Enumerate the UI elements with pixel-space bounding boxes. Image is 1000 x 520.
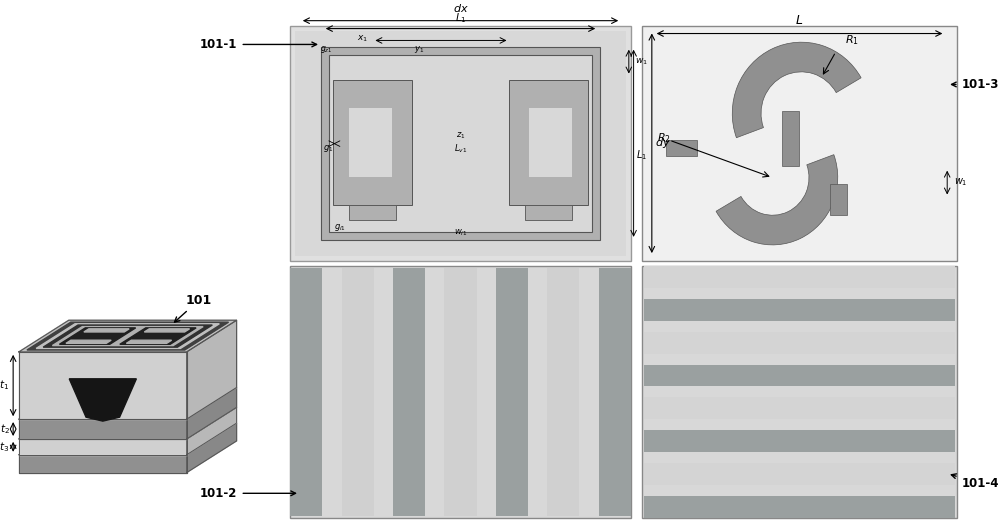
Polygon shape [19, 320, 237, 352]
FancyBboxPatch shape [644, 463, 955, 485]
FancyBboxPatch shape [830, 184, 847, 215]
Text: $dx$: $dx$ [453, 2, 468, 14]
Text: $R_2$: $R_2$ [657, 131, 670, 145]
FancyBboxPatch shape [333, 80, 412, 205]
Polygon shape [69, 379, 136, 421]
FancyBboxPatch shape [349, 205, 396, 220]
FancyBboxPatch shape [349, 109, 392, 177]
Text: $g_{z1}$: $g_{z1}$ [320, 44, 332, 55]
FancyBboxPatch shape [644, 266, 955, 288]
Text: $t_1$: $t_1$ [0, 379, 10, 393]
Polygon shape [59, 328, 136, 344]
FancyBboxPatch shape [644, 496, 955, 518]
FancyBboxPatch shape [642, 25, 957, 261]
FancyBboxPatch shape [321, 47, 600, 240]
Text: $z_1$: $z_1$ [456, 131, 465, 141]
FancyBboxPatch shape [342, 268, 374, 516]
Text: $y_1$: $y_1$ [414, 44, 425, 55]
Text: 101-3: 101-3 [952, 78, 999, 91]
Text: $w_1$: $w_1$ [635, 56, 647, 67]
Wedge shape [716, 154, 838, 245]
Text: $t_3$: $t_3$ [0, 440, 10, 454]
Polygon shape [187, 423, 237, 473]
Text: 101-1: 101-1 [200, 38, 317, 51]
Polygon shape [144, 329, 190, 332]
Text: $L_{v1}$: $L_{v1}$ [454, 142, 467, 155]
Text: $g_{i1}$: $g_{i1}$ [334, 223, 346, 233]
FancyBboxPatch shape [290, 25, 631, 261]
FancyBboxPatch shape [644, 299, 955, 321]
Text: 101-4: 101-4 [951, 474, 999, 490]
Polygon shape [120, 328, 196, 344]
Text: $L_1$: $L_1$ [455, 11, 466, 24]
FancyBboxPatch shape [529, 109, 572, 177]
Polygon shape [19, 352, 187, 419]
Polygon shape [19, 387, 237, 419]
Polygon shape [19, 407, 237, 439]
Text: $w_{i1}$: $w_{i1}$ [454, 228, 467, 238]
FancyBboxPatch shape [644, 365, 955, 386]
Polygon shape [43, 325, 212, 347]
Polygon shape [187, 387, 237, 439]
FancyBboxPatch shape [496, 268, 528, 516]
FancyBboxPatch shape [509, 80, 588, 205]
Polygon shape [19, 439, 187, 455]
Polygon shape [19, 455, 187, 473]
Polygon shape [52, 327, 203, 346]
Text: $t_2$: $t_2$ [0, 422, 9, 436]
FancyBboxPatch shape [642, 266, 957, 518]
FancyBboxPatch shape [290, 268, 322, 516]
Polygon shape [126, 340, 172, 343]
FancyBboxPatch shape [290, 266, 631, 518]
FancyBboxPatch shape [295, 31, 626, 256]
FancyBboxPatch shape [547, 268, 579, 516]
FancyBboxPatch shape [329, 55, 592, 232]
FancyBboxPatch shape [644, 332, 955, 354]
FancyBboxPatch shape [666, 140, 697, 156]
FancyBboxPatch shape [644, 431, 955, 452]
Text: $dy$: $dy$ [655, 136, 670, 150]
FancyBboxPatch shape [782, 111, 799, 166]
FancyBboxPatch shape [444, 268, 477, 516]
Text: $L_1$: $L_1$ [636, 148, 647, 162]
Text: $x_1$: $x_1$ [357, 33, 368, 44]
FancyBboxPatch shape [525, 205, 572, 220]
Polygon shape [187, 320, 237, 419]
Polygon shape [19, 419, 187, 439]
Wedge shape [732, 42, 861, 138]
Text: $R_1$: $R_1$ [845, 33, 859, 47]
FancyBboxPatch shape [644, 397, 955, 419]
Polygon shape [84, 329, 129, 332]
Text: $L$: $L$ [795, 14, 804, 27]
Polygon shape [36, 324, 219, 348]
FancyBboxPatch shape [599, 268, 631, 516]
Polygon shape [27, 322, 229, 350]
Polygon shape [187, 407, 237, 455]
Text: $w_1$: $w_1$ [954, 177, 967, 188]
Text: 101: 101 [174, 294, 212, 322]
Polygon shape [19, 423, 237, 455]
Text: 101-2: 101-2 [200, 487, 296, 500]
Text: $g_1$: $g_1$ [323, 143, 333, 154]
FancyBboxPatch shape [393, 268, 425, 516]
Polygon shape [66, 340, 111, 343]
Polygon shape [19, 320, 237, 352]
